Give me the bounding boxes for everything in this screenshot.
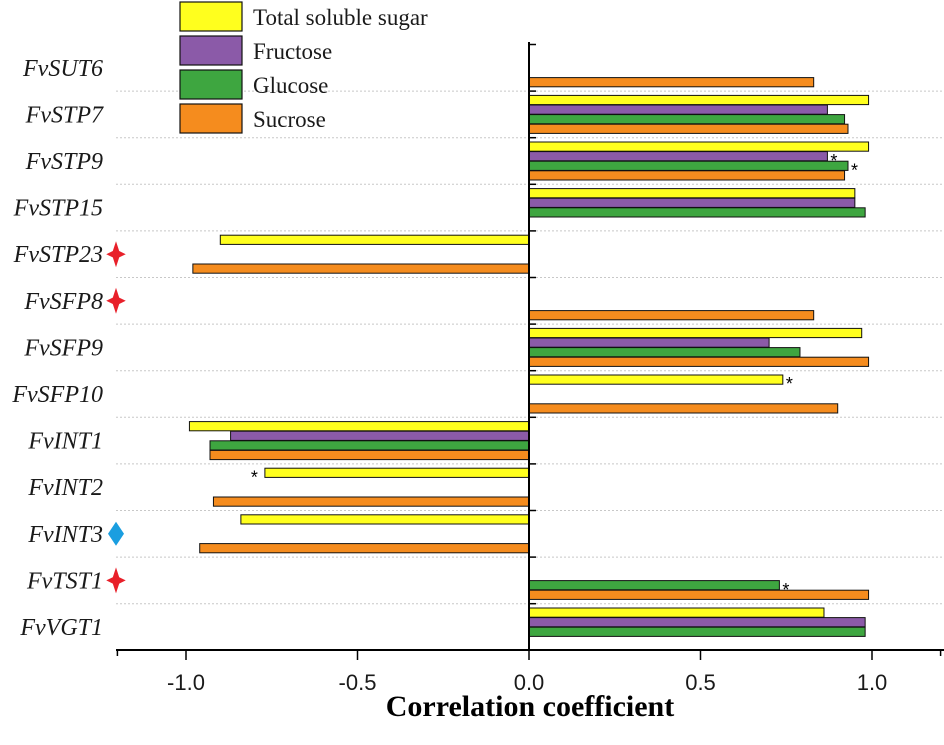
bar-FvSTP15-total-soluble-sugar [528,188,856,199]
category-label: FvTST1 [26,568,103,594]
category-label: FvSTP9 [25,149,103,175]
bar-FvSFP9-total-soluble-sugar [528,327,863,339]
bar-FvSTP23-sucrose [192,263,530,274]
category-label: FvINT1 [27,429,103,455]
bar-FvSTP9-sucrose [528,170,846,181]
category-label: FvSFP9 [23,335,103,361]
significance-marker: * [786,374,793,394]
bar-FvSTP7-fructose [528,104,828,115]
bar-FvSTP15-fructose [528,197,856,208]
legend: Total soluble sugar Fructose Glucose Sucros… [179,1,428,134]
bar-FvSFP10-sucrose [528,403,839,414]
category-label: FvSTP7 [25,102,104,128]
legend-swatch [179,1,243,32]
bar-FvSTP23-total-soluble-sugar [219,234,530,245]
bar-FvSFP9-fructose [528,337,770,348]
category-label: FvSUT6 [22,56,103,82]
legend-label: Sucrose [253,107,326,132]
bar-FvINT2-total-soluble-sugar [264,467,530,478]
bar-FvINT2-sucrose [212,496,530,507]
blue-diamond-marker-icon [108,521,124,546]
bar-FvINT1-fructose [230,430,530,441]
legend-label: Glucose [253,73,328,98]
legend-label: Fructose [253,39,332,64]
category-labels: FvSUT6 FvSTP7 FvSTP9 FvSTP15 FvSTP23 FvSFP8 Fv… [11,56,126,641]
legend-swatch [179,69,243,100]
bar-FvSTP9-fructose [528,151,828,162]
bar-FvSFP9-glucose [528,347,801,358]
bar-FvINT1-total-soluble-sugar [188,421,530,432]
category-label: FvVGT1 [19,615,103,641]
bar-FvSUT6-sucrose [528,77,815,88]
bar-FvINT3-sucrose [199,543,530,554]
legend-swatch [179,103,243,134]
x-tick-label: -0.5 [339,670,377,695]
legend-swatch [179,35,243,66]
bar-FvINT1-sucrose [209,449,530,461]
bar-FvVGT1-fructose [528,617,866,628]
category-label: FvSTP15 [13,196,103,222]
bar-FvSTP7-sucrose [528,123,849,134]
bar-FvTST1-sucrose [528,589,870,600]
bar-FvVGT1-total-soluble-sugar [528,607,825,618]
x-tick-label: 0.0 [514,670,545,695]
category-label: FvSFP10 [11,382,103,408]
bar-FvSTP9-total-soluble-sugar [528,141,870,152]
x-tick-label: 0.5 [685,670,716,695]
bar-FvSTP9-glucose [528,160,849,171]
bar-FvSTP15-glucose [528,207,866,218]
category-label: FvINT3 [27,522,103,548]
bar-FvINT1-glucose [209,440,530,451]
significance-marker: * [251,467,258,487]
bar-FvSFP9-sucrose [528,356,870,367]
bar-FvSTP7-total-soluble-sugar [528,94,870,106]
axes: -1.0 -0.5 0.0 0.5 1.0 [116,42,944,695]
bar-FvSFP8-sucrose [528,310,815,321]
red-star-marker-icon [106,241,126,268]
red-star-marker-icon [106,287,126,314]
bar-FvVGT1-glucose [528,626,866,637]
x-axis-title: Correlation coefficient [386,690,675,723]
x-tick-label: -1.0 [167,670,205,695]
category-label: FvSFP8 [23,289,103,315]
category-label: FvINT2 [27,475,103,501]
x-tick-label: 1.0 [857,670,888,695]
bar-FvTST1-glucose [528,580,780,591]
bar-FvINT3-total-soluble-sugar [240,514,530,525]
bar-FvSFP10-total-soluble-sugar [528,374,784,385]
red-star-marker-icon [106,567,126,594]
bar-FvSTP7-glucose [528,114,846,125]
legend-label: Total soluble sugar [253,5,428,30]
significance-marker: * [851,160,858,180]
category-label: FvSTP23 [13,242,103,268]
